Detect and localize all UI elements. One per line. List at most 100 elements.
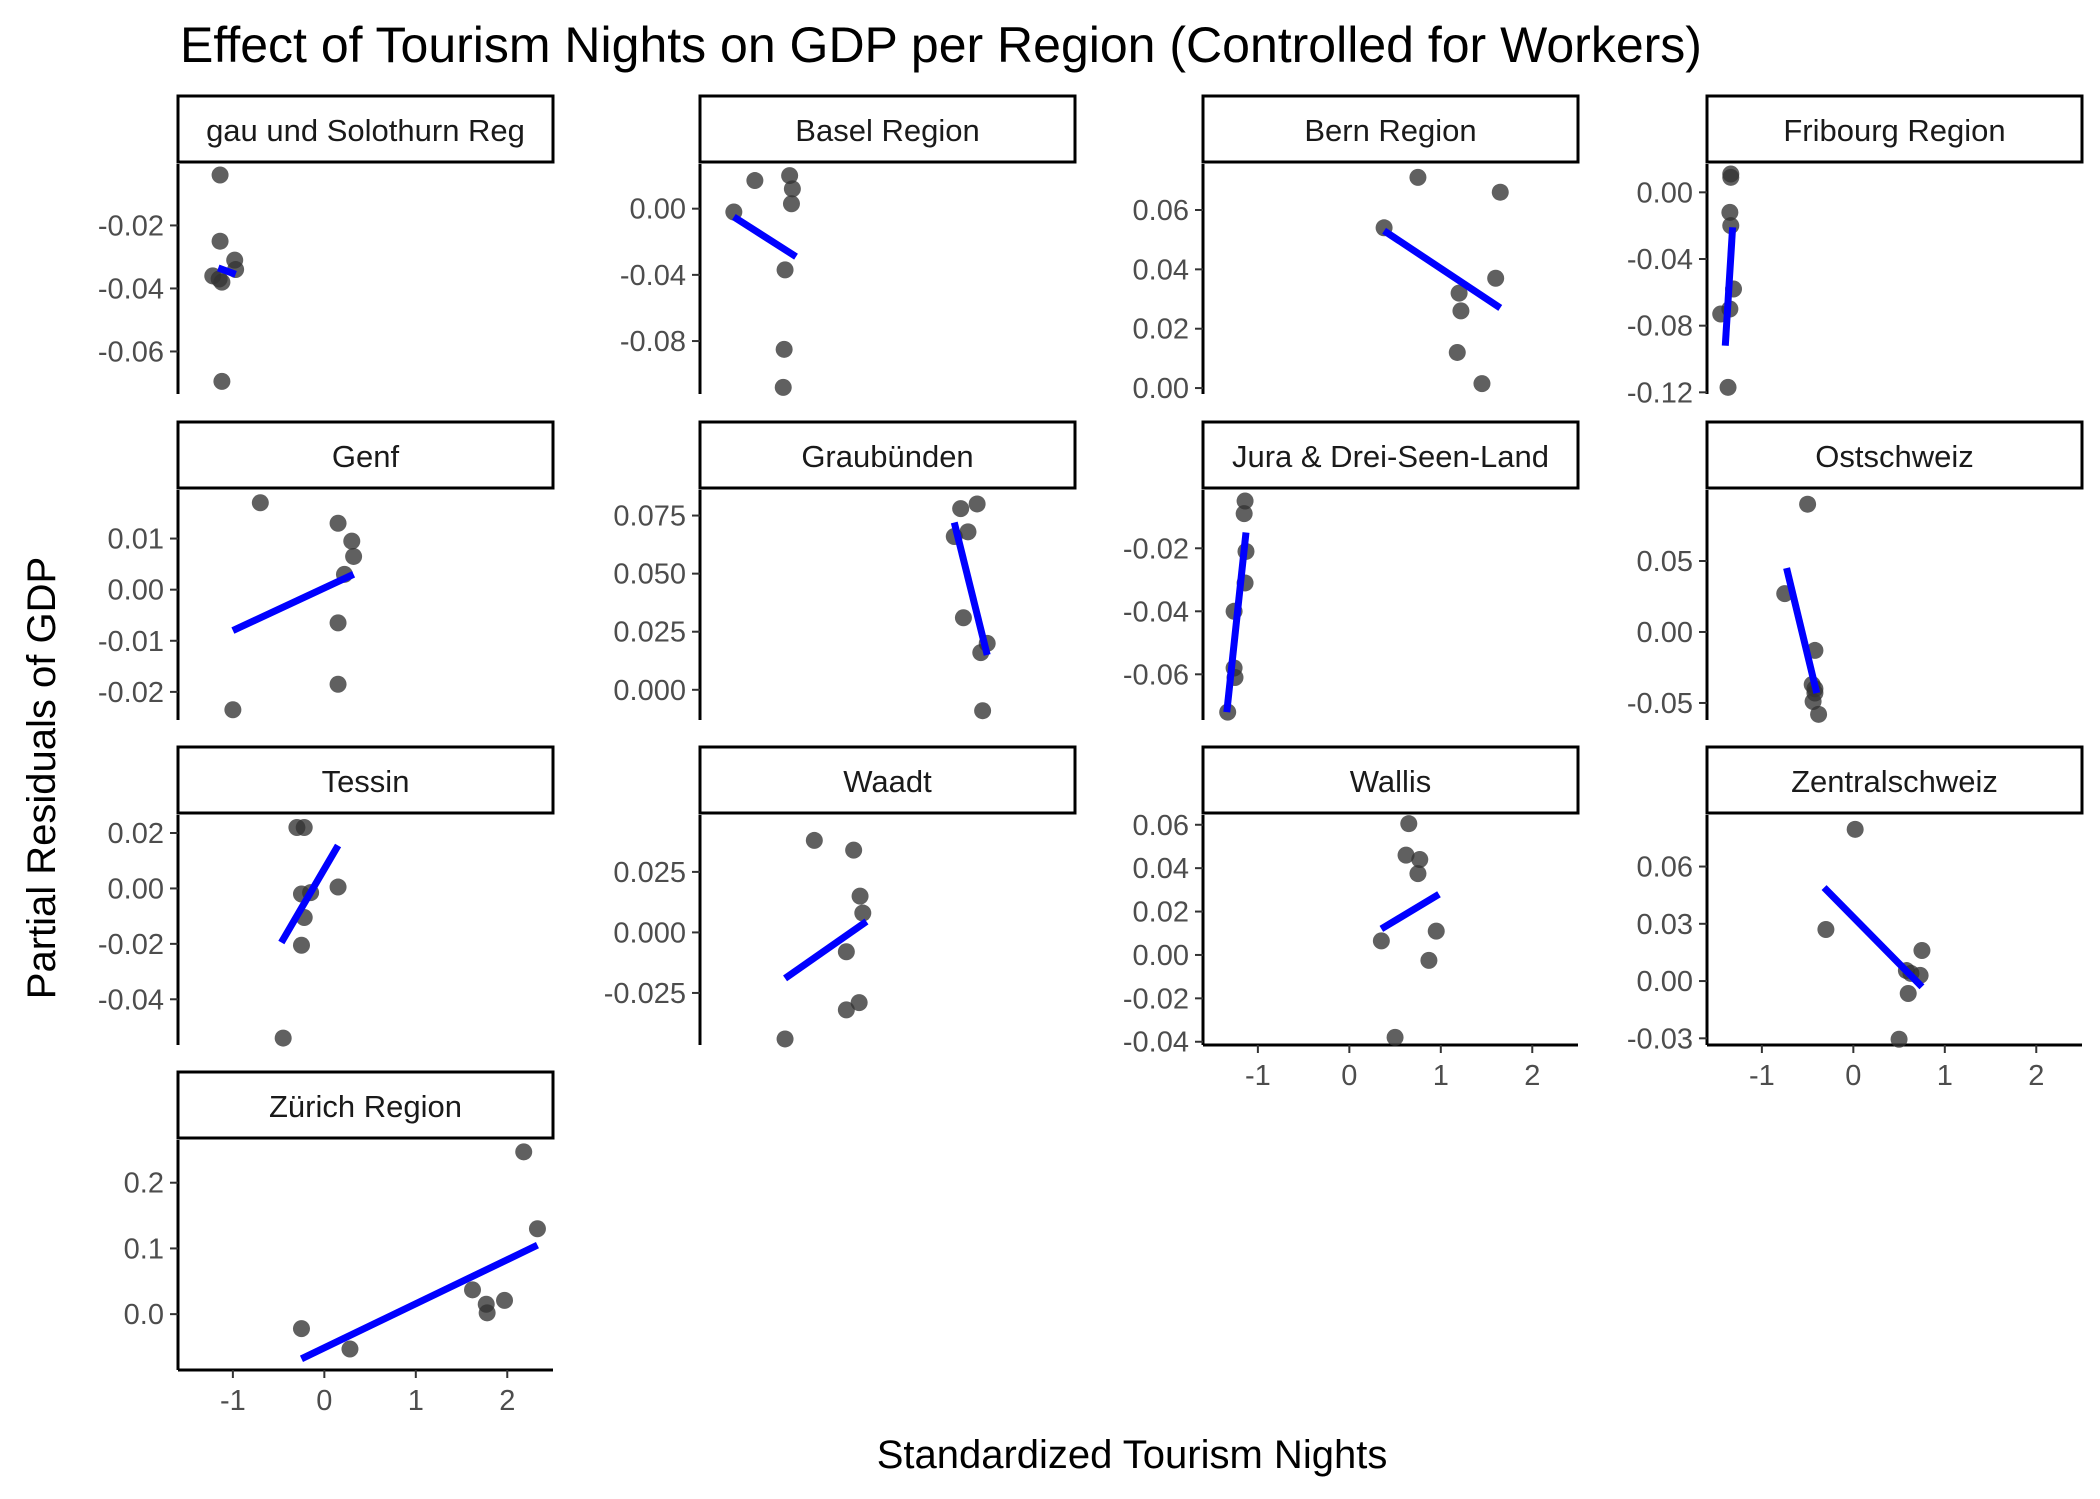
y-tick-label: -0.02 — [98, 929, 164, 961]
data-point — [251, 494, 269, 512]
y-tick-label: -0.08 — [1627, 311, 1693, 343]
data-point — [211, 166, 229, 184]
data-point — [1372, 932, 1390, 950]
data-point — [1913, 942, 1931, 960]
y-axis-title: Partial Residuals of GDP — [20, 557, 64, 999]
y-tick-label: 0.05 — [1637, 546, 1693, 578]
facet-strip — [176, 745, 555, 815]
data-point — [213, 273, 231, 291]
fit-line — [950, 521, 991, 656]
data-point — [782, 195, 800, 213]
fit-line — [783, 918, 869, 982]
y-tick-label: 0.00 — [1637, 617, 1693, 649]
data-point — [329, 675, 347, 693]
facet-strip — [1201, 420, 1580, 490]
data-point — [213, 372, 231, 390]
y-tick-label: -0.04 — [620, 260, 686, 292]
data-point — [274, 1029, 292, 1047]
y-tick-label: 0.0 — [124, 1299, 164, 1331]
data-point — [292, 936, 310, 954]
facet-panel: Tessin 0.02 0.00 -0.02 -0.04 — [98, 745, 555, 1047]
facet-panel: Zentralschweiz 0.06 0.03 0.00 -0.03 -1 0 1 2 — [1627, 745, 2084, 1092]
facet-panel: Bern Region 0.06 0.04 0.02 0.00 — [1133, 94, 1580, 405]
y-tick-label: -0.02 — [98, 677, 164, 709]
y-tick-label: 0.025 — [613, 857, 686, 889]
y-tick-label: 0.00 — [108, 575, 164, 607]
data-point — [295, 818, 313, 836]
facet-panels: gau und Solothurn Reg -0.02 -0.04 -0.06 Base… — [98, 94, 2084, 1417]
facet-panel: Ostschweiz 0.05 0.00 -0.05 — [1627, 420, 2084, 723]
facet-strip — [1201, 94, 1580, 164]
facet-panel: gau und Solothurn Reg -0.02 -0.04 -0.06 — [98, 94, 555, 394]
data-point — [345, 547, 363, 565]
chart-title: Effect of Tourism Nights on GDP per Regi… — [180, 17, 1702, 73]
y-tick-label: 0.03 — [1637, 909, 1693, 941]
data-point — [783, 180, 801, 198]
y-tick-label: 0.04 — [1133, 853, 1189, 885]
data-point — [1450, 284, 1468, 302]
y-tick-label: -0.02 — [98, 210, 164, 242]
data-point — [1890, 1030, 1908, 1048]
y-tick-label: 0.00 — [630, 194, 686, 226]
y-tick-label: 0.00 — [1637, 966, 1693, 998]
data-point — [211, 232, 229, 250]
facet-strip-label: Bern Region — [1304, 113, 1476, 148]
data-point — [1400, 815, 1418, 833]
y-tick-label: -0.04 — [1123, 1027, 1189, 1059]
y-tick-label: 0.00 — [1637, 177, 1693, 209]
facet-panel: Zürich Region 0.2 0.1 0.0 -1 0 1 2 — [124, 1070, 555, 1417]
y-tick-label: -0.025 — [604, 978, 686, 1010]
data-point — [959, 523, 977, 541]
y-tick-label: -0.02 — [1123, 533, 1189, 565]
data-point — [851, 887, 869, 905]
data-point — [224, 701, 242, 719]
x-tick-label: 2 — [1524, 1060, 1540, 1092]
data-point — [464, 1281, 482, 1299]
data-point — [1491, 183, 1509, 201]
data-point — [1427, 922, 1445, 940]
y-tick-label: 0.075 — [613, 501, 686, 533]
data-point — [341, 1340, 359, 1358]
facet-strip-label: Jura & Drei-Seen-Land — [1232, 439, 1549, 474]
facet-panel: Fribourg Region 0.00 -0.04 -0.08 -0.12 — [1627, 94, 2084, 409]
x-tick-label: 2 — [499, 1385, 515, 1417]
data-point — [1386, 1028, 1404, 1046]
x-axis-title: Standardized Tourism Nights — [877, 1433, 1388, 1477]
data-point — [1846, 820, 1864, 838]
data-point — [1804, 693, 1822, 711]
facet-strip-label: Basel Region — [795, 113, 979, 148]
data-point — [1448, 343, 1466, 361]
facet-strip — [1705, 745, 2084, 815]
facet-strip — [176, 420, 555, 490]
data-point — [968, 495, 986, 513]
data-point — [515, 1143, 533, 1161]
data-point — [954, 609, 972, 627]
data-point — [1719, 378, 1737, 396]
data-point — [1397, 846, 1415, 864]
data-point — [1409, 865, 1427, 883]
facet-strip-label: gau und Solothurn Reg — [206, 113, 525, 148]
facet-strip-label: Fribourg Region — [1783, 113, 2005, 148]
y-tick-label: -0.02 — [1123, 983, 1189, 1015]
data-point — [1722, 168, 1740, 186]
facet-strip-label: Waadt — [843, 764, 932, 799]
data-point — [1721, 203, 1739, 221]
y-tick-label: 0.02 — [1133, 314, 1189, 346]
fit-line — [1721, 227, 1737, 346]
y-tick-label: 0.02 — [1133, 897, 1189, 929]
data-point — [1473, 375, 1491, 393]
data-point — [837, 1001, 855, 1019]
data-point — [850, 994, 868, 1012]
facet-strip — [698, 745, 1077, 815]
facet-strip-label: Graubünden — [801, 439, 973, 474]
y-tick-label: 0.01 — [108, 524, 164, 556]
y-tick-label: -0.04 — [1627, 244, 1693, 276]
facet-strip-label: Wallis — [1350, 764, 1432, 799]
fit-line — [231, 571, 356, 634]
data-point — [776, 1030, 794, 1048]
data-point — [1799, 495, 1817, 513]
y-tick-label: 0.050 — [613, 559, 686, 591]
y-tick-label: -0.06 — [1123, 659, 1189, 691]
y-tick-label: -0.04 — [1123, 596, 1189, 628]
data-point — [775, 340, 793, 358]
